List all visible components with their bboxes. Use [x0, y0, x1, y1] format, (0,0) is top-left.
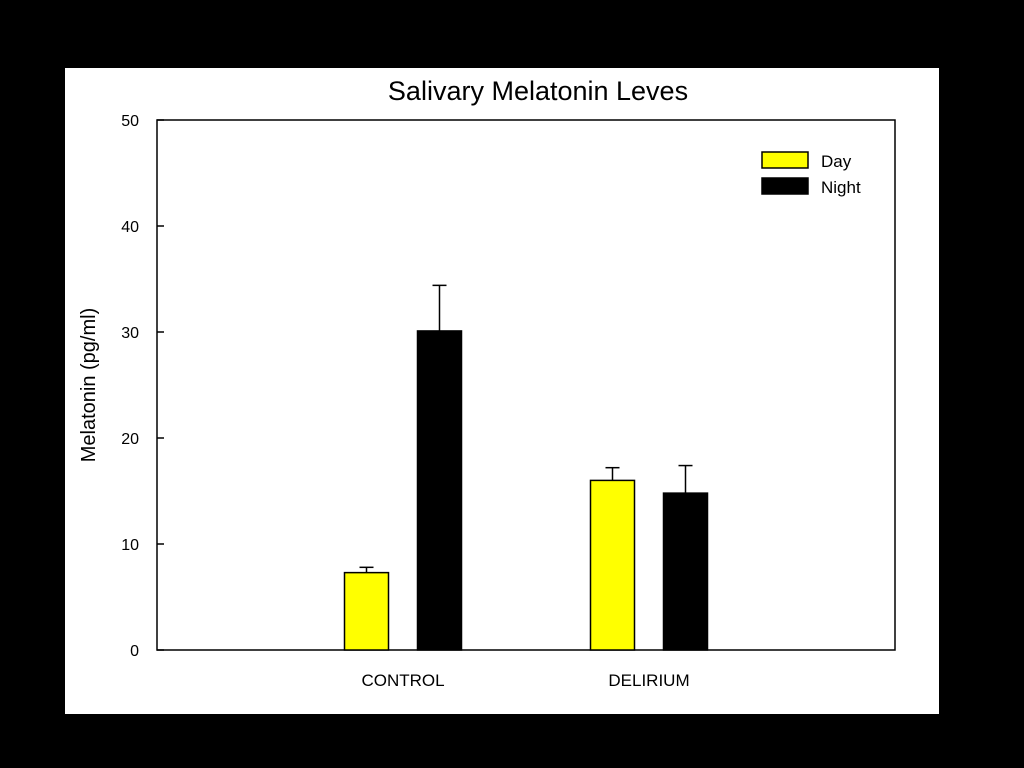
bars-group [343, 284, 709, 651]
y-tick-label: 30 [121, 325, 139, 342]
x-axis: CONTROL DELIRIUM [361, 671, 689, 690]
chart-title: Salivary Melatonin Leves [388, 76, 688, 106]
chart-panel: Salivary Melatonin Leves Melatonin (pg/m… [65, 68, 939, 714]
x-tick-label: DELIRIUM [608, 671, 689, 690]
y-tick-label: 40 [121, 219, 139, 236]
y-axis-label: Melatonin (pg/ml) [78, 308, 100, 463]
legend-label-day: Day [821, 152, 852, 171]
legend: Day Night [761, 151, 861, 197]
plot-frame [156, 119, 896, 651]
y-tick-label: 0 [130, 643, 139, 660]
x-tick-label: CONTROL [361, 671, 444, 690]
y-tick-label: 20 [121, 431, 139, 448]
bar-day-control [343, 571, 390, 651]
bar-night-delirium [662, 492, 709, 651]
legend-swatch-day [761, 151, 809, 169]
y-tick-label: 10 [121, 537, 139, 554]
legend-label-night: Night [821, 178, 861, 197]
chart: Salivary Melatonin Leves Melatonin (pg/m… [78, 76, 896, 690]
legend-swatch-night [761, 177, 809, 195]
bar-night-control [416, 330, 463, 651]
y-axis: 0 10 20 30 40 50 [121, 113, 164, 660]
bar-day-delirium [589, 479, 636, 651]
y-tick-label: 50 [121, 113, 139, 130]
